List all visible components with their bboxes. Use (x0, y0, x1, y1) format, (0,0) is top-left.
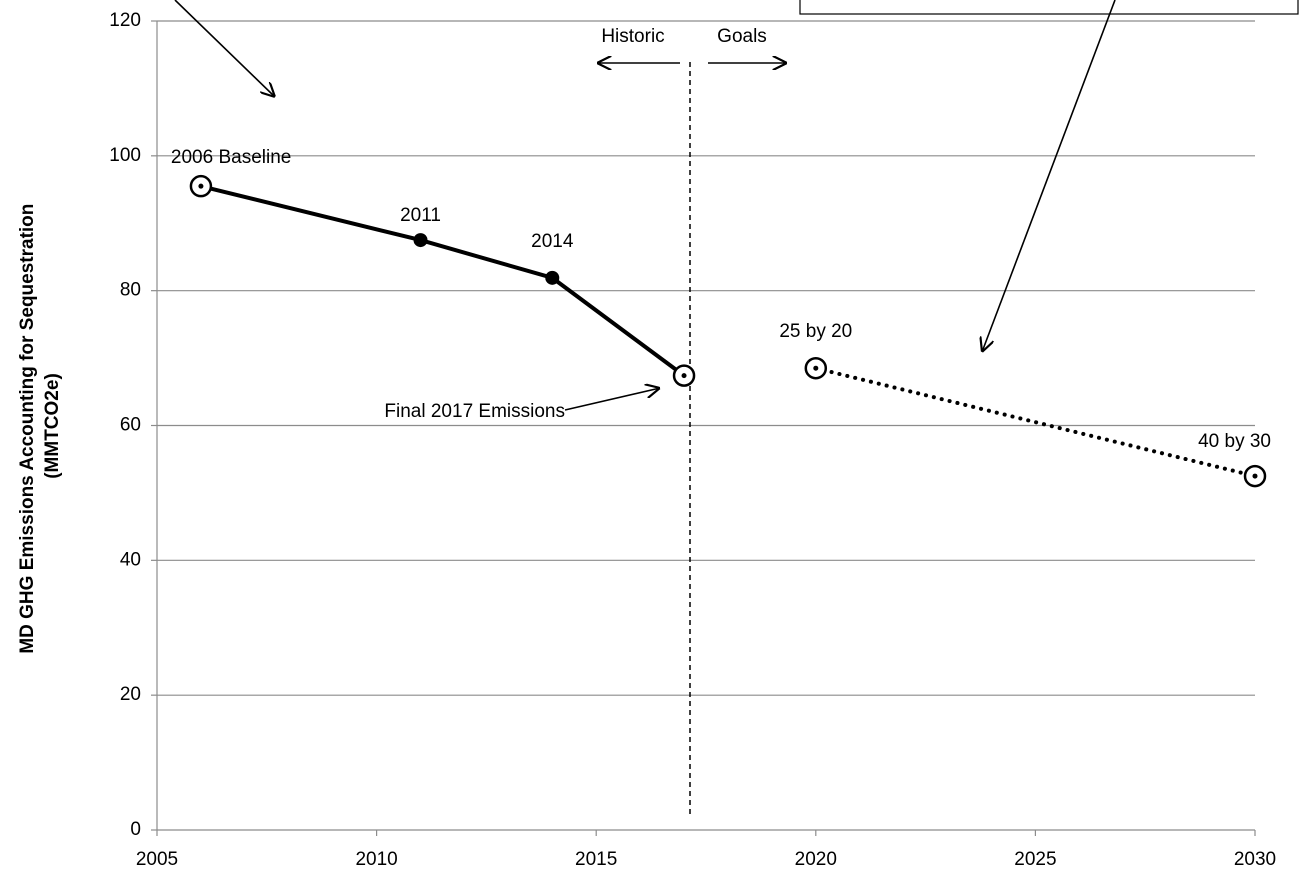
x-tick-label: 2025 (1014, 849, 1056, 870)
y-tick-label: 20 (120, 684, 141, 705)
point-label: 40 by 30 (1198, 431, 1271, 452)
y-axis-label: MD GHG Emissions Accounting for Sequestr… (17, 198, 63, 653)
y-tick-label: 60 (120, 415, 141, 436)
point-center (681, 373, 687, 379)
y-tick-label: 40 (120, 549, 141, 570)
x-tick-label: 2015 (575, 849, 617, 870)
point-center (1252, 473, 1258, 479)
pointer-arrow (982, 0, 1116, 352)
point-label: 25 by 20 (779, 321, 852, 342)
point-label: 2006 Baseline (171, 147, 291, 168)
y-tick-label: 100 (109, 145, 141, 166)
annotation: Goals (717, 26, 767, 47)
y-tick-label: 80 (120, 280, 141, 301)
series-line (813, 366, 1257, 479)
point-label: 2014 (531, 231, 574, 252)
x-tick-label: 2030 (1234, 849, 1276, 870)
annotation: Historic (601, 26, 664, 47)
y-axis-label-line: MD GHG Emissions Accounting for Sequestr… (17, 204, 38, 654)
point (545, 270, 560, 285)
x-tick-label: 2010 (355, 849, 397, 870)
y-tick-label: 0 (130, 819, 141, 840)
pointer-arrow (564, 388, 660, 411)
y-tick-label: 120 (109, 10, 141, 31)
x-tick-label: 2005 (136, 849, 178, 870)
point-center (813, 365, 819, 371)
point (413, 233, 428, 248)
point-center (198, 183, 204, 189)
pointer-arrow (174, 0, 275, 97)
y-axis-label-line: (MMTCO2e) (42, 373, 63, 479)
grid (151, 20, 1256, 836)
annotation: Final 2017 Emissions (384, 401, 565, 422)
x-tick-label: 2020 (795, 849, 837, 870)
callout-box (799, 0, 1299, 15)
series-line (198, 184, 687, 378)
point-label: 2011 (400, 205, 441, 226)
